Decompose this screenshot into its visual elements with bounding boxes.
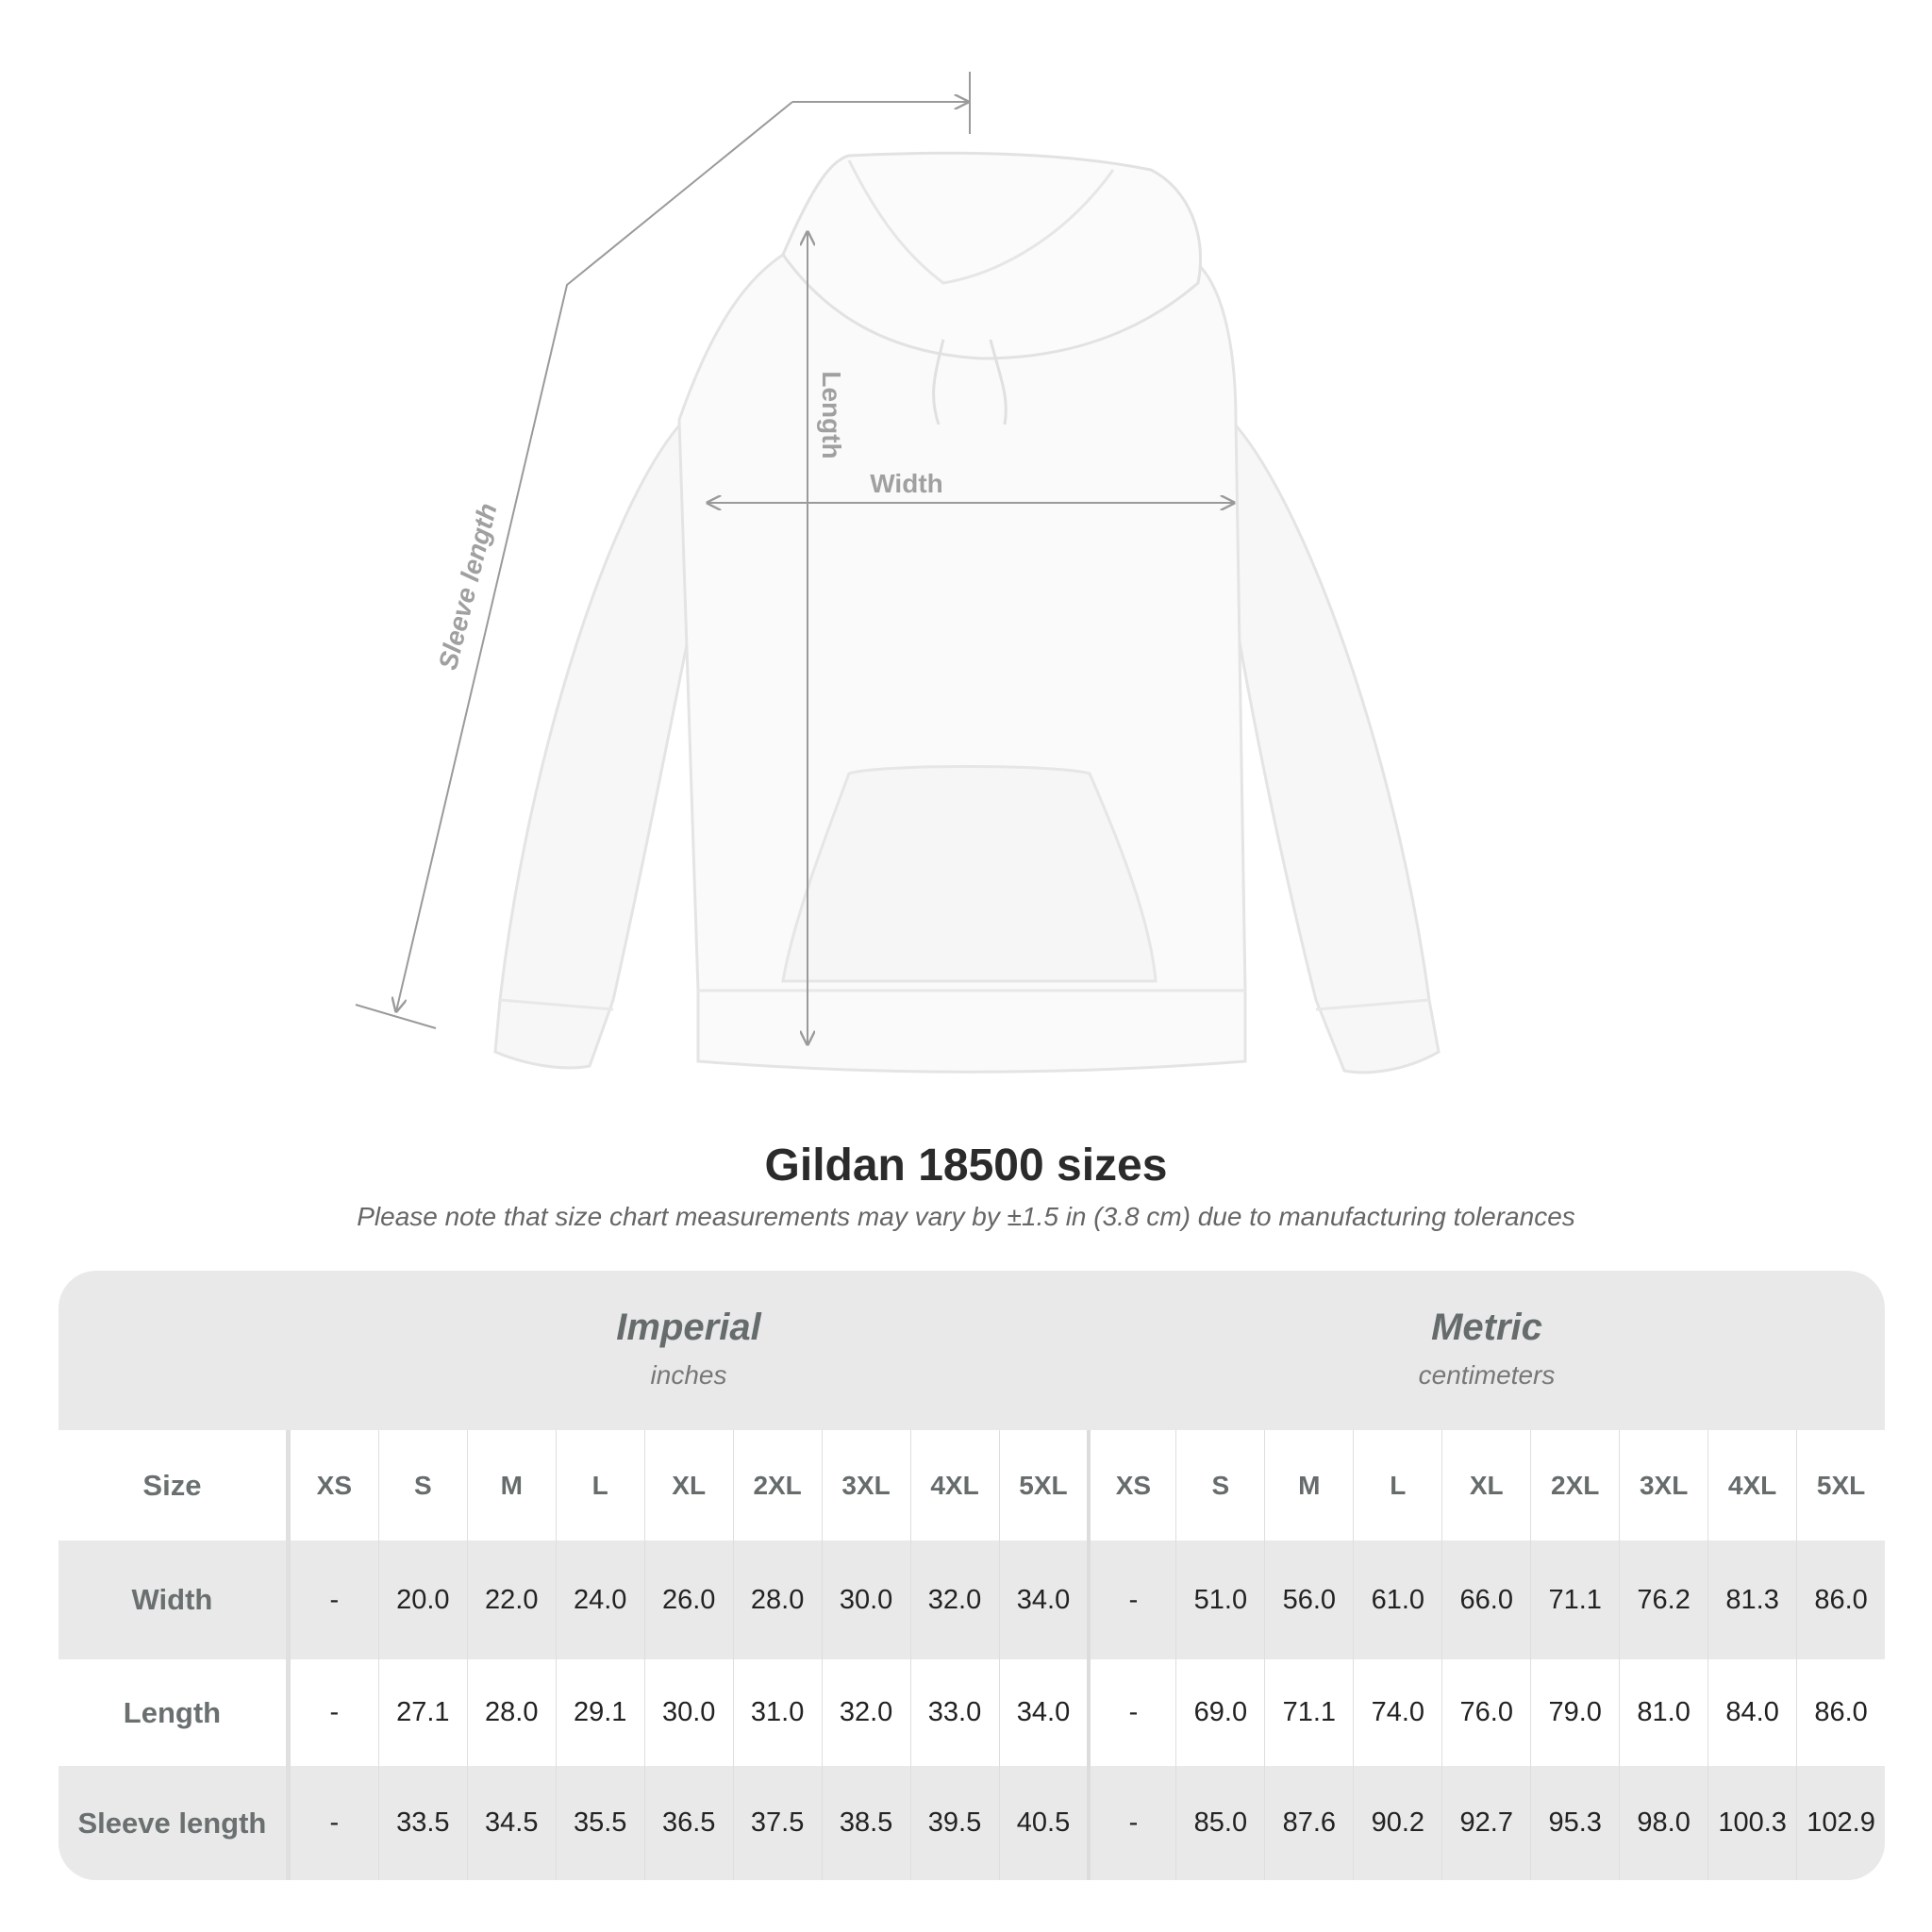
table-row: Sleeve length -33.5 34.5 35.5 36.5 37.5 38.5 39…: [58, 1766, 1885, 1880]
imperial-value-cell: 20.0: [377, 1541, 467, 1659]
metric-value-cell: 92.7: [1441, 1766, 1530, 1880]
imperial-size-header: XS: [289, 1430, 378, 1541]
metric-size-header: L: [1353, 1430, 1441, 1541]
metric-size-header: M: [1264, 1430, 1353, 1541]
metric-unit: centimeters: [1418, 1360, 1556, 1390]
table-row: Length -27.1 28.0 29.1 30.0 31.0 32.0 33.0 34.0-…: [58, 1659, 1885, 1766]
imperial-value-cell: 34.0: [998, 1659, 1088, 1766]
page-title: Gildan 18500 sizes: [764, 1141, 1168, 1191]
metric-value-cell: 87.6: [1264, 1766, 1353, 1880]
metric-size-header: 2XL: [1530, 1430, 1619, 1541]
metric-value-cell: 102.9: [1796, 1766, 1885, 1880]
imperial-value-cell: 27.1: [377, 1659, 467, 1766]
imperial-size-header: L: [555, 1430, 644, 1541]
imperial-value-cell: 35.5: [555, 1766, 644, 1880]
imperial-title: Imperial: [616, 1307, 761, 1348]
row-label: Sleeve length: [58, 1766, 290, 1880]
metric-value-cell: 74.0: [1353, 1659, 1441, 1766]
metric-value-cell: 90.2: [1353, 1766, 1441, 1880]
metric-value-cell: 66.0: [1441, 1541, 1530, 1659]
imperial-size-header: M: [466, 1430, 556, 1541]
imperial-value-cell: 26.0: [643, 1541, 733, 1659]
imperial-value-cell: 40.5: [998, 1766, 1088, 1880]
metric-value-cell: 85.0: [1175, 1766, 1264, 1880]
imperial-value-cell: 29.1: [555, 1659, 644, 1766]
metric-size-header: XL: [1441, 1430, 1530, 1541]
imperial-size-header: 5XL: [998, 1430, 1088, 1541]
metric-title: Metric: [1431, 1307, 1542, 1348]
imperial-value-cell: 22.0: [466, 1541, 556, 1659]
imperial-value-cell: 30.0: [821, 1541, 910, 1659]
imperial-value-cell: 37.5: [732, 1766, 822, 1880]
imperial-size-header: XL: [643, 1430, 733, 1541]
metric-value-cell: 51.0: [1175, 1541, 1264, 1659]
imperial-value-cell: 38.5: [821, 1766, 910, 1880]
metric-value-cell: 76.2: [1619, 1541, 1707, 1659]
metric-value-cell: 56.0: [1264, 1541, 1353, 1659]
metric-value-cell: 61.0: [1353, 1541, 1441, 1659]
metric-value-cell: -: [1087, 1541, 1175, 1659]
imperial-value-cell: 34.0: [998, 1541, 1088, 1659]
metric-value-cell: 86.0: [1796, 1659, 1885, 1766]
metric-value-cell: 98.0: [1619, 1766, 1707, 1880]
metric-size-header: 5XL: [1796, 1430, 1885, 1541]
imperial-value-cell: 28.0: [466, 1659, 556, 1766]
metric-value-cell: 71.1: [1264, 1659, 1353, 1766]
metric-header: Metric centimeters: [1088, 1271, 1885, 1430]
imperial-value-cell: 39.5: [909, 1766, 999, 1880]
imperial-size-header: 4XL: [909, 1430, 999, 1541]
tolerance-note: Please note that size chart measurements…: [357, 1202, 1575, 1231]
measurement-lines: [355, 72, 1234, 1044]
metric-value-cell: 86.0: [1796, 1541, 1885, 1659]
imperial-value-cell: 28.0: [732, 1541, 822, 1659]
imperial-value-cell: 32.0: [821, 1659, 910, 1766]
imperial-header: Imperial inches: [290, 1271, 1088, 1430]
size-header-row: Size XS S M L XL 2XL 3XL 4XL 5XL XS S M L XL 2XL 3XL 4XL 5…: [58, 1430, 1885, 1541]
imperial-value-cell: 34.5: [466, 1766, 556, 1880]
width-label: Width: [870, 469, 943, 498]
row-label: Length: [58, 1659, 290, 1766]
hoodie-image: [493, 151, 1441, 1074]
metric-value-cell: 76.0: [1441, 1659, 1530, 1766]
imperial-value-cell: 24.0: [555, 1541, 644, 1659]
size-chart-table: Imperial inches Metric centimeters Size X…: [58, 1271, 1885, 1880]
imperial-value-cell: 31.0: [732, 1659, 822, 1766]
length-label: Length: [817, 371, 846, 458]
metric-value-cell: -: [1087, 1766, 1175, 1880]
size-label: Size: [58, 1430, 290, 1541]
metric-value-cell: 69.0: [1175, 1659, 1264, 1766]
metric-size-header: 4XL: [1707, 1430, 1796, 1541]
imperial-value-cell: 33.0: [909, 1659, 999, 1766]
imperial-value-cell: 30.0: [643, 1659, 733, 1766]
metric-value-cell: -: [1087, 1659, 1175, 1766]
metric-value-cell: 79.0: [1530, 1659, 1619, 1766]
metric-value-cell: 81.0: [1619, 1659, 1707, 1766]
metric-size-header: XS: [1087, 1430, 1175, 1541]
imperial-size-header: 3XL: [821, 1430, 910, 1541]
imperial-value-cell: 36.5: [643, 1766, 733, 1880]
metric-size-header: 3XL: [1619, 1430, 1707, 1541]
metric-value-cell: 95.3: [1530, 1766, 1619, 1880]
metric-size-header: S: [1175, 1430, 1264, 1541]
imperial-value-cell: -: [289, 1541, 378, 1659]
imperial-unit: inches: [650, 1360, 727, 1390]
metric-value-cell: 71.1: [1530, 1541, 1619, 1659]
imperial-size-header: 2XL: [732, 1430, 822, 1541]
metric-value-cell: 100.3: [1707, 1766, 1796, 1880]
sleeve-length-label: Sleeve length: [433, 500, 503, 673]
imperial-value-cell: -: [289, 1659, 378, 1766]
imperial-value-cell: 33.5: [377, 1766, 467, 1880]
imperial-value-cell: 32.0: [909, 1541, 999, 1659]
row-label: Width: [58, 1541, 290, 1659]
metric-value-cell: 84.0: [1707, 1659, 1796, 1766]
imperial-value-cell: -: [289, 1766, 378, 1880]
imperial-size-header: S: [377, 1430, 467, 1541]
hoodie-measurement-diagram: Sleeve length Length Width: [355, 72, 1441, 1074]
metric-value-cell: 81.3: [1707, 1541, 1796, 1659]
table-row: Width -20.0 22.0 24.0 26.0 28.0 30.0 32.0 34.0-5…: [58, 1541, 1885, 1659]
